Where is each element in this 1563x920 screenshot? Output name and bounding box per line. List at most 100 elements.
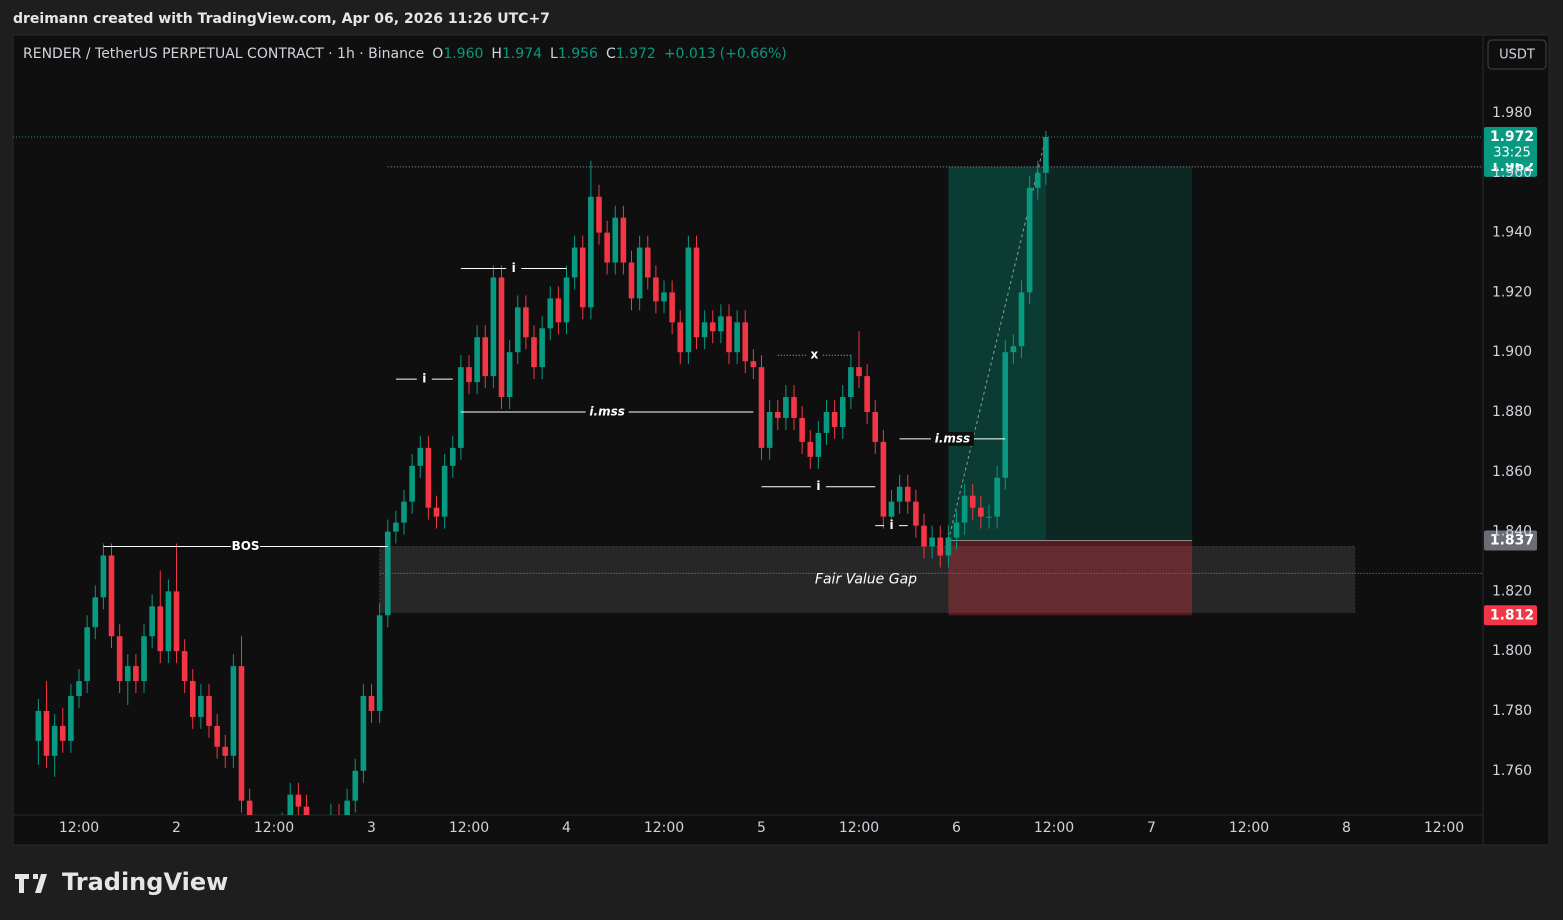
candle-body [848,367,854,398]
candle-body [1018,292,1025,347]
candle-body [872,411,879,442]
candle-body [669,292,675,323]
candle-body [425,447,432,508]
candle-body [742,322,749,362]
candle-body [206,696,212,726]
annotation-label: i.mss [935,431,970,445]
candle-body [774,411,781,418]
candle-body [994,477,1000,517]
y-tick-label: 1.800 [1492,643,1532,659]
y-tick-label: 1.900 [1492,344,1532,360]
candle-body [636,247,643,299]
entry-price-label: 1.837 [1490,533,1534,549]
candle-body [1010,346,1017,353]
symbol-legend: RENDER / TetherUS PERPETUAL CONTRACT · 1… [23,46,787,62]
y-tick-label: 1.880 [1492,404,1532,420]
candle-body [92,597,99,628]
candle-body [685,247,692,353]
candle-body [588,196,594,308]
candle-body [409,465,415,502]
fair-value-gap-label: Fair Value Gap [815,571,917,587]
candle-body [653,277,659,302]
y-tick-label: 1.940 [1492,225,1532,241]
candle-body [198,696,204,717]
candle-body [913,501,919,526]
annotation-label-bg [231,539,261,554]
candle-body [734,322,740,353]
y-tick-label: 1.920 [1492,284,1532,300]
annotation-label-bg [930,431,974,446]
legend-change-pct: (+0.66%) [720,46,787,62]
currency-button[interactable] [1487,39,1547,70]
candle-body [441,465,448,517]
candle-body [295,794,302,807]
x-tick-label: 5 [757,820,766,836]
y-tick-label: 1.980 [1492,105,1532,121]
y-tick-label: 1.760 [1492,763,1532,779]
y-tick-label: 1.820 [1492,583,1532,599]
candle-body [368,696,375,711]
header: dreimann created with TradingView.com, A… [13,11,550,27]
position-stop-zone [948,540,1193,616]
candle-body [303,806,310,815]
candle-body [360,696,367,771]
candle-body [506,352,513,398]
candle-body [173,591,180,652]
candle-body [43,710,50,756]
candle-body [287,794,294,815]
x-tick-label: 12:00 [1229,820,1269,836]
candle-body [726,316,732,353]
candle-body [839,397,846,427]
candle-body [157,606,164,652]
candle-body [1034,172,1041,188]
candle-body [758,367,765,448]
candle-body [68,696,74,741]
candle-body [141,636,147,682]
x-tick-label: 12:00 [1424,820,1464,836]
legend-key: C [606,46,616,62]
annotation-label-bg [810,479,826,494]
candle-body [661,292,667,302]
entry-price-label-bg [1484,530,1537,551]
candle-body [76,681,82,697]
candle-body [246,800,253,815]
candle-body [1043,136,1049,173]
candle-body [718,316,724,332]
candle-body [417,447,424,466]
candle-body [531,337,537,368]
chart-frame [12,34,1550,846]
candle-body [1002,352,1009,478]
candle-body [165,591,172,652]
plot: Fair Value Gap BOS i i i.mss x i i.mss i [13,130,1483,815]
candle-body [612,217,619,263]
candle-body [807,441,814,457]
x-tick-label: 3 [367,820,376,836]
candle-body [116,636,123,682]
candle-body [693,247,700,338]
brand: TradingView [62,868,228,896]
y-tick-label: 1.860 [1492,464,1532,480]
candle-body [523,307,529,338]
annotation-label: i [816,479,820,493]
annotation-label: i [889,518,893,532]
stop-price-label: 1.812 [1490,607,1534,623]
annotation-label: BOS [232,539,260,553]
x-tick-label: 6 [952,820,961,836]
x-tick-label: 12:00 [449,820,489,836]
candle-body [393,522,399,532]
candle-body [579,247,586,308]
candle-body [701,322,708,338]
x-tick-label: 12:00 [59,820,99,836]
legend-key: L [550,46,558,62]
legend-key: H [491,46,502,62]
candle-body [929,537,935,547]
candle-body [458,367,464,448]
candle-body [864,376,870,412]
annotation-label-bg [506,261,522,276]
candle-body [620,217,627,263]
candle-body [945,537,952,556]
candle-body [230,666,237,756]
current-price-label-bg [1484,126,1537,163]
legend-value: 1.972 [616,46,656,62]
stop-price-label-bg [1484,605,1537,626]
